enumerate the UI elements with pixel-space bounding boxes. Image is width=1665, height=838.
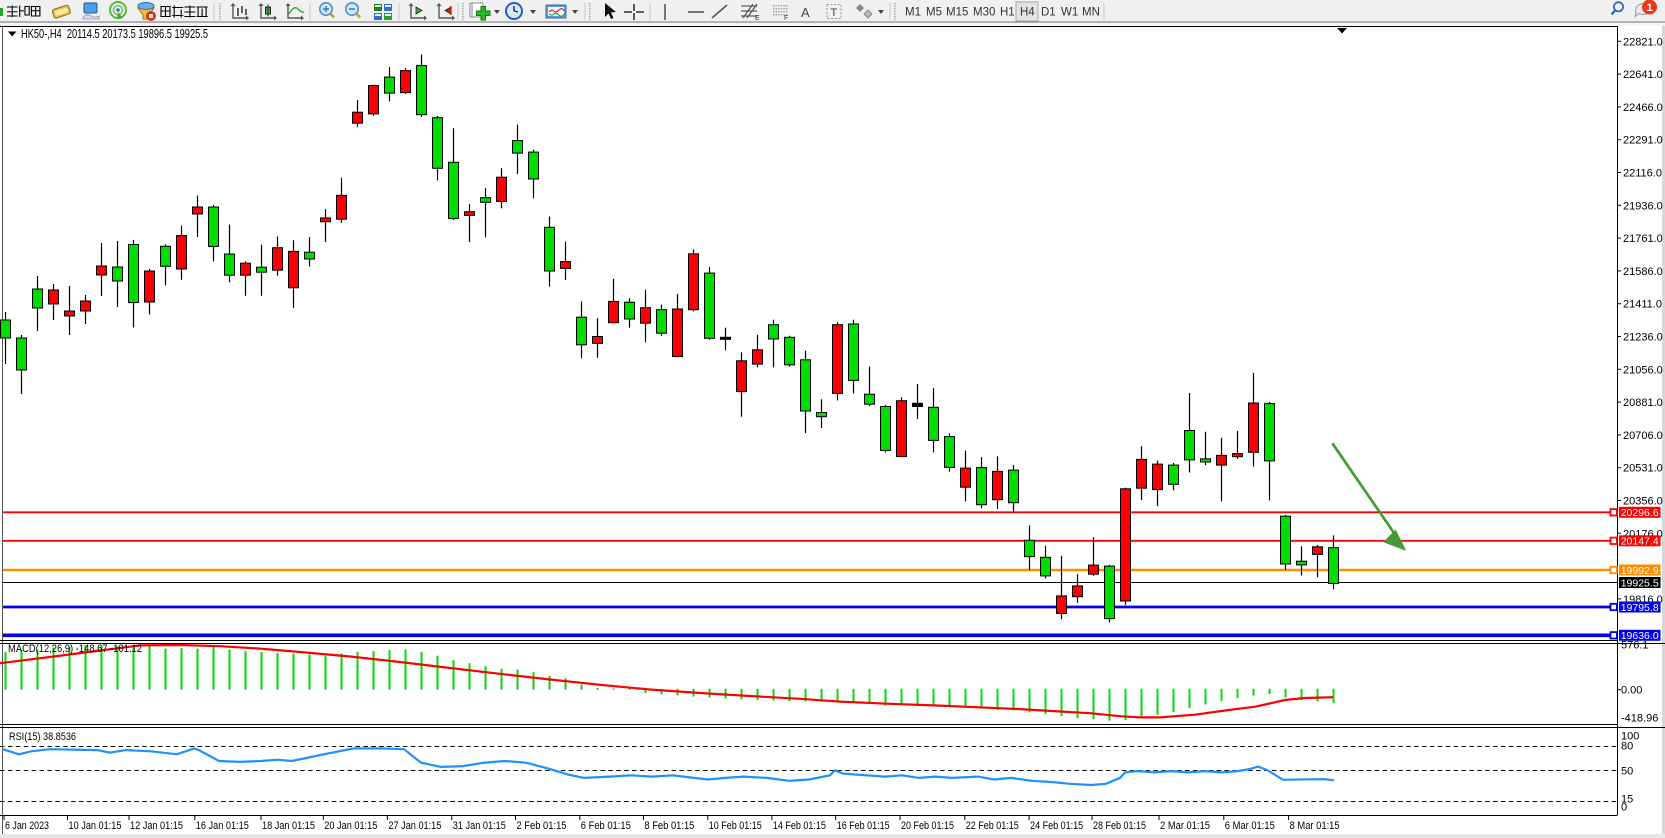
svg-text:20296.6: 20296.6 xyxy=(1621,507,1659,519)
svg-text:18 Jan 01:15: 18 Jan 01:15 xyxy=(262,820,315,832)
svg-text:HK50-,H4 20114.5 20173.5 1989: HK50-,H4 20114.5 20173.5 19896.5 19925.5 xyxy=(21,27,208,41)
svg-text:19795.8: 19795.8 xyxy=(1621,602,1659,614)
svg-text:15: 15 xyxy=(1621,794,1633,806)
svg-text:1: 1 xyxy=(1646,2,1652,14)
svg-text:0: 0 xyxy=(1621,802,1627,814)
svg-text:22291.0: 22291.0 xyxy=(1623,135,1663,147)
svg-text:21056.0: 21056.0 xyxy=(1623,364,1663,376)
svg-text:50: 50 xyxy=(1621,766,1633,778)
svg-text:20531.0: 20531.0 xyxy=(1623,463,1663,475)
svg-text:8 Feb 01:15: 8 Feb 01:15 xyxy=(644,820,694,832)
svg-text:16 Feb 01:15: 16 Feb 01:15 xyxy=(837,820,890,832)
svg-text:T: T xyxy=(831,7,838,19)
svg-text:27 Jan 01:15: 27 Jan 01:15 xyxy=(388,820,441,832)
svg-text:28 Feb 01:15: 28 Feb 01:15 xyxy=(1093,820,1146,832)
svg-text:21411.0: 21411.0 xyxy=(1623,299,1662,311)
svg-text:20 Feb 01:15: 20 Feb 01:15 xyxy=(901,820,954,832)
svg-text:12 Jan 01:15: 12 Jan 01:15 xyxy=(130,820,183,832)
svg-text:20356.0: 20356.0 xyxy=(1623,496,1663,508)
svg-text:19636.0: 19636.0 xyxy=(1621,630,1659,642)
svg-text:22116.0: 22116.0 xyxy=(1623,168,1662,180)
svg-text:21936.0: 21936.0 xyxy=(1623,200,1663,212)
svg-text:20147.4: 20147.4 xyxy=(1621,536,1659,548)
svg-text:10 Feb 01:15: 10 Feb 01:15 xyxy=(709,820,762,832)
svg-text:19925.5: 19925.5 xyxy=(1621,577,1659,589)
svg-text:10 Jan 01:15: 10 Jan 01:15 xyxy=(69,820,122,832)
svg-text:F: F xyxy=(784,15,788,22)
svg-text:20706.0: 20706.0 xyxy=(1623,430,1663,442)
svg-text:A: A xyxy=(801,5,810,20)
svg-text:W1: W1 xyxy=(1061,7,1078,19)
svg-text:0.00: 0.00 xyxy=(1621,685,1642,697)
svg-text:M1: M1 xyxy=(905,7,921,19)
svg-text:21236.0: 21236.0 xyxy=(1623,332,1663,344)
svg-text:MACD(12,26,9) -148.67 -101.12: MACD(12,26,9) -148.67 -101.12 xyxy=(8,643,142,655)
svg-text:H1: H1 xyxy=(1000,7,1015,19)
svg-text:2 Mar 01:15: 2 Mar 01:15 xyxy=(1160,820,1210,832)
svg-text:21761.0: 21761.0 xyxy=(1623,233,1663,245)
svg-text:MN: MN xyxy=(1082,7,1100,19)
svg-text:14 Feb 01:15: 14 Feb 01:15 xyxy=(773,820,826,832)
svg-text:576.1: 576.1 xyxy=(1621,640,1649,652)
svg-text:-418.96: -418.96 xyxy=(1621,713,1658,725)
svg-text:22 Feb 01:15: 22 Feb 01:15 xyxy=(966,820,1019,832)
svg-text:M30: M30 xyxy=(973,7,995,19)
svg-text:20881.0: 20881.0 xyxy=(1623,397,1663,409)
svg-text:6 Mar 01:15: 6 Mar 01:15 xyxy=(1225,820,1275,832)
svg-text:RSI(15) 38.8536: RSI(15) 38.8536 xyxy=(9,731,76,743)
svg-text:6 Jan 2023: 6 Jan 2023 xyxy=(5,820,49,832)
svg-text:100: 100 xyxy=(1621,731,1639,743)
svg-text:19992.9: 19992.9 xyxy=(1621,565,1659,577)
svg-text:24 Feb 01:15: 24 Feb 01:15 xyxy=(1030,820,1083,832)
svg-text:H4: H4 xyxy=(1020,7,1035,19)
svg-text:6 Feb 01:15: 6 Feb 01:15 xyxy=(581,820,631,832)
svg-text:31 Jan 01:15: 31 Jan 01:15 xyxy=(453,820,506,832)
svg-text:20 Jan 01:15: 20 Jan 01:15 xyxy=(324,820,377,832)
svg-text:M5: M5 xyxy=(926,7,942,19)
svg-text:22641.0: 22641.0 xyxy=(1623,69,1663,81)
svg-text:16 Jan 01:15: 16 Jan 01:15 xyxy=(196,820,249,832)
svg-text:M15: M15 xyxy=(946,7,968,19)
svg-text:2 Feb 01:15: 2 Feb 01:15 xyxy=(517,820,567,832)
svg-text:21586.0: 21586.0 xyxy=(1623,266,1663,278)
svg-text:22821.0: 22821.0 xyxy=(1623,36,1663,48)
svg-text:8 Mar 01:15: 8 Mar 01:15 xyxy=(1290,820,1340,832)
svg-text:80: 80 xyxy=(1621,741,1633,753)
svg-text:22466.0: 22466.0 xyxy=(1623,102,1663,114)
svg-text:D1: D1 xyxy=(1041,7,1056,19)
svg-text:E: E xyxy=(755,15,760,22)
